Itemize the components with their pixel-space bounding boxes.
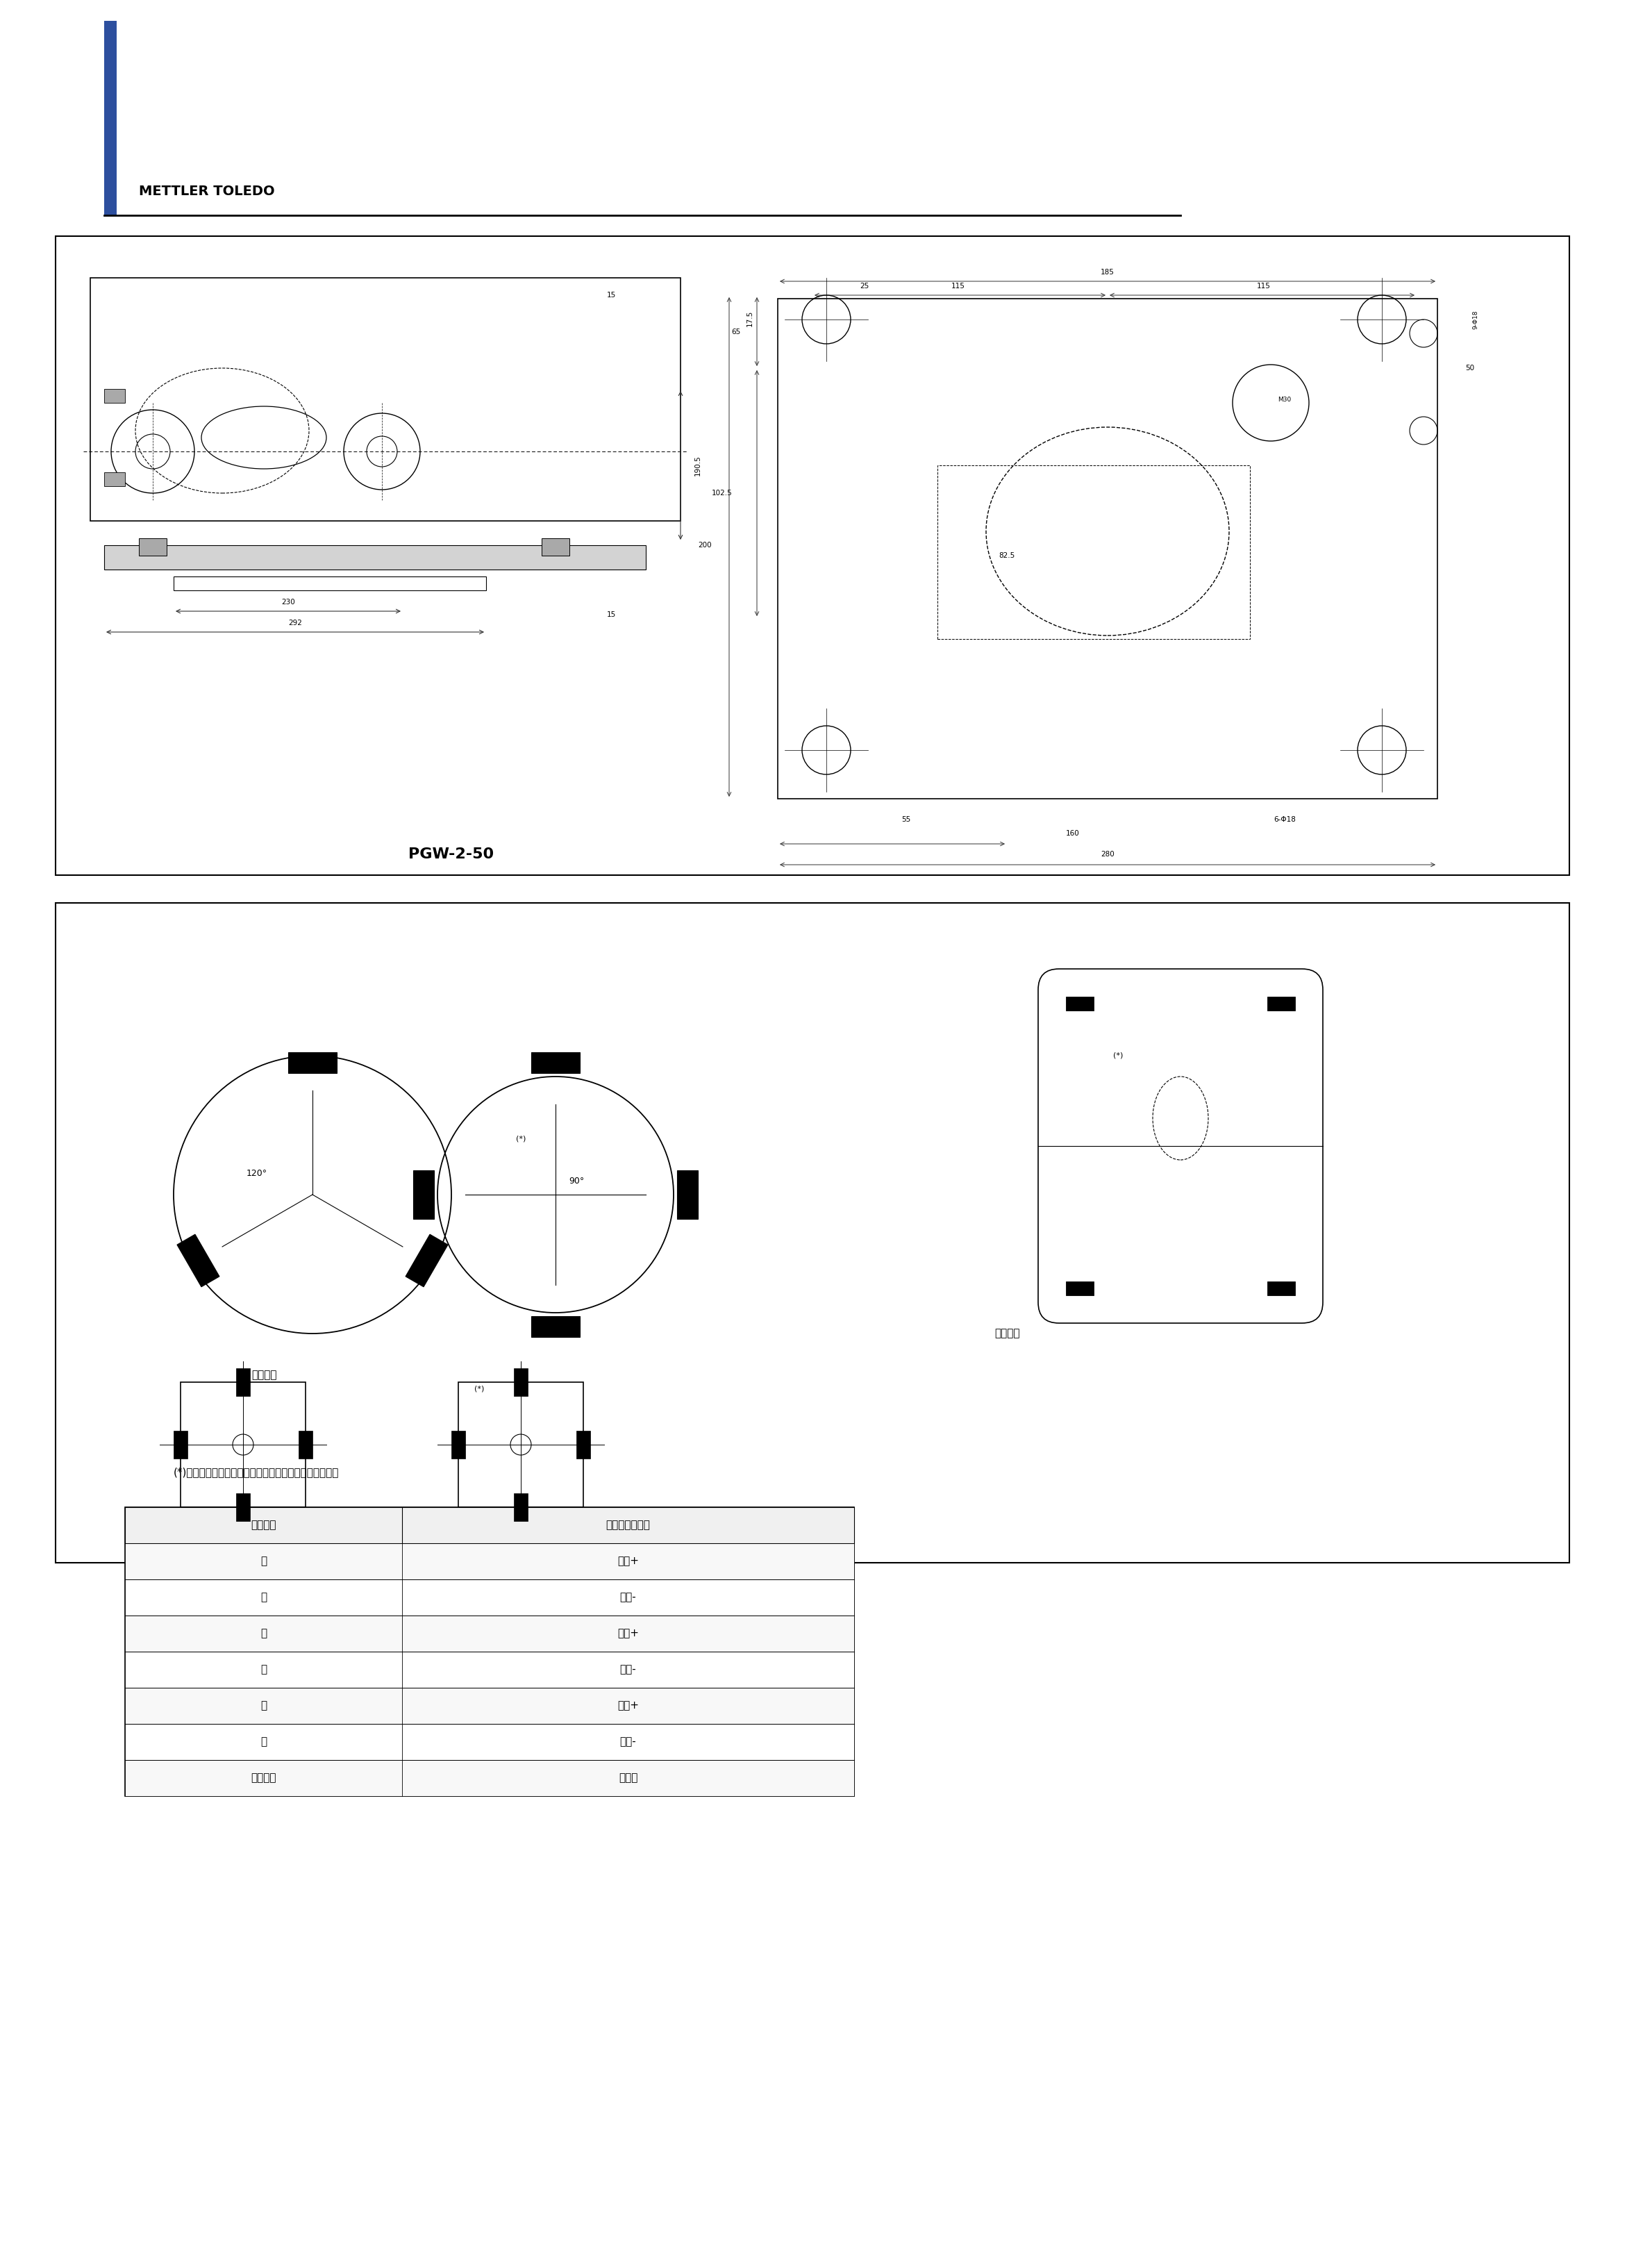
Bar: [126, 1724, 854, 1760]
Bar: [104, 545, 646, 569]
Text: 反馈-: 反馈-: [620, 1664, 636, 1675]
Text: 90°: 90°: [568, 1177, 585, 1186]
Polygon shape: [677, 1170, 697, 1220]
Text: 绿: 绿: [261, 1556, 266, 1567]
Bar: [1267, 998, 1295, 1011]
Bar: [126, 1507, 854, 1542]
Text: 50: 50: [1465, 365, 1474, 372]
Bar: [180, 1381, 306, 1507]
Bar: [236, 1368, 249, 1397]
Text: 切向布置: 切向布置: [251, 1370, 276, 1381]
Polygon shape: [532, 1051, 580, 1074]
Text: 185: 185: [1100, 269, 1115, 276]
Text: 蓝: 蓝: [261, 1664, 266, 1675]
Text: 55: 55: [902, 816, 910, 823]
Bar: [173, 1430, 187, 1460]
Bar: [91, 278, 681, 520]
Text: (*): (*): [515, 1137, 525, 1143]
Text: 115: 115: [952, 282, 965, 289]
Bar: [126, 1578, 854, 1616]
Bar: [458, 1381, 583, 1507]
Bar: [104, 388, 126, 404]
Bar: [1267, 1282, 1295, 1296]
Text: 信号-: 信号-: [620, 1738, 636, 1747]
Text: 激励-: 激励-: [620, 1592, 636, 1603]
Text: 102.5: 102.5: [712, 489, 732, 495]
Bar: [56, 235, 1569, 874]
Text: 激励+: 激励+: [618, 1556, 639, 1567]
Bar: [299, 1430, 312, 1460]
Text: 红: 红: [261, 1738, 266, 1747]
Bar: [126, 1507, 854, 1796]
Bar: [542, 538, 570, 556]
Text: 15: 15: [606, 291, 616, 298]
Text: 黑: 黑: [261, 1592, 266, 1603]
Bar: [577, 1430, 590, 1460]
Bar: [937, 466, 1251, 639]
Bar: [236, 1493, 249, 1520]
Text: 65: 65: [732, 330, 740, 336]
Text: 反馈+: 反馈+: [618, 1628, 639, 1639]
Text: (*): (*): [1113, 1051, 1123, 1058]
Text: 6-Φ18: 6-Φ18: [1274, 816, 1295, 823]
Bar: [139, 538, 167, 556]
Text: 9-Φ18: 9-Φ18: [1472, 309, 1479, 330]
Text: 200: 200: [699, 543, 712, 549]
Text: 17.5: 17.5: [747, 309, 753, 327]
Text: 黄（长）: 黄（长）: [251, 1773, 276, 1782]
Text: PGW-2-50: PGW-2-50: [408, 847, 494, 861]
Polygon shape: [413, 1170, 434, 1220]
Text: 15: 15: [606, 612, 616, 619]
Text: 25: 25: [861, 282, 869, 289]
Bar: [514, 1368, 527, 1397]
Text: 115: 115: [1257, 282, 1270, 289]
Bar: [1066, 1282, 1094, 1296]
Text: 190.5: 190.5: [694, 455, 702, 475]
Polygon shape: [287, 1051, 337, 1074]
Text: 黄: 黄: [261, 1628, 266, 1639]
Text: 电缆颜色: 电缆颜色: [251, 1520, 276, 1531]
Bar: [173, 576, 486, 590]
Bar: [514, 1493, 527, 1520]
Polygon shape: [177, 1235, 220, 1287]
Bar: [1066, 998, 1094, 1011]
Text: M30: M30: [1277, 397, 1292, 404]
Bar: [126, 1688, 854, 1724]
Polygon shape: [406, 1235, 448, 1287]
Text: 矩形布置: 矩形布置: [995, 1327, 1019, 1338]
Bar: [56, 904, 1569, 1563]
Text: 160: 160: [1066, 830, 1080, 836]
Bar: [126, 1542, 854, 1578]
Text: 屏蔽线: 屏蔽线: [618, 1773, 638, 1782]
Bar: [126, 1616, 854, 1652]
Text: (*)矩形布置时，四只称重模块中有一只应去掉侧向限位。: (*)矩形布置时，四只称重模块中有一只应去掉侧向限位。: [173, 1466, 339, 1477]
Text: 230: 230: [281, 599, 296, 605]
Text: 色标（六芯线）: 色标（六芯线）: [606, 1520, 651, 1531]
Text: 信号+: 信号+: [618, 1702, 639, 1711]
Text: 82.5: 82.5: [999, 552, 1014, 558]
Text: 292: 292: [287, 619, 302, 626]
Bar: [104, 473, 126, 487]
Polygon shape: [532, 1316, 580, 1336]
Text: 白: 白: [261, 1702, 266, 1711]
Text: 120°: 120°: [246, 1170, 268, 1179]
Bar: [778, 298, 1437, 798]
Text: (*): (*): [474, 1386, 484, 1392]
Bar: [451, 1430, 466, 1460]
Text: METTLER TOLEDO: METTLER TOLEDO: [139, 184, 274, 197]
Bar: [126, 1760, 854, 1796]
Text: 280: 280: [1100, 850, 1115, 859]
Bar: [126, 1652, 854, 1688]
Bar: [104, 20, 117, 215]
